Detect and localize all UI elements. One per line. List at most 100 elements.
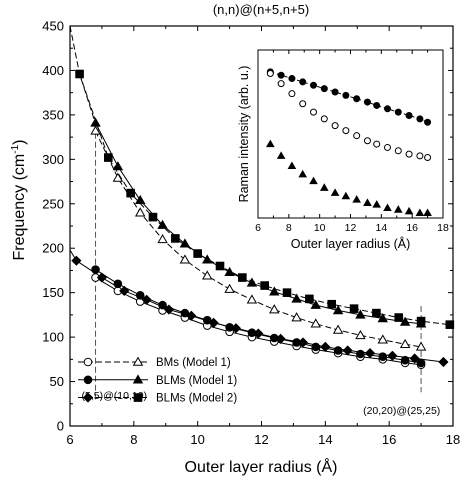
data-point	[246, 277, 258, 287]
inset-x-tick-label: 8	[286, 222, 292, 234]
data-point	[179, 254, 191, 264]
inset-data-point	[363, 198, 372, 206]
y-tick-label: 100	[42, 330, 64, 345]
data-point	[180, 308, 190, 318]
data-point	[387, 350, 398, 361]
data-point	[186, 310, 197, 321]
x-tick-label: 16	[382, 432, 396, 447]
inset-data-point	[266, 139, 275, 148]
inset-data-point	[423, 208, 432, 217]
y-tick-label: 250	[42, 196, 64, 211]
data-point	[193, 249, 202, 258]
data-point	[238, 273, 247, 282]
data-point	[112, 172, 124, 182]
data-point	[372, 308, 381, 318]
series-diamond-filled	[71, 255, 449, 368]
annotation-20-20: (20,20)@(25,25)	[363, 405, 440, 417]
data-point	[157, 233, 168, 244]
inset-data-point	[352, 195, 361, 203]
inset-x-tick-label: 6	[255, 222, 261, 234]
data-point	[215, 261, 225, 271]
legend: BMs (Model 1) BLMs (Model 1) BLMs (Model 2…	[78, 356, 237, 405]
data-point	[275, 333, 286, 344]
y-tick-label: 350	[42, 107, 64, 122]
data-point	[399, 338, 411, 348]
data-point	[269, 304, 280, 314]
legend-marker	[132, 356, 144, 366]
data-point	[90, 117, 101, 127]
inset-y-axis-title: Raman intensity (arb. u.)	[237, 66, 251, 203]
data-point	[291, 312, 302, 322]
inset-data-point	[319, 183, 329, 191]
inset-data-point	[341, 191, 351, 200]
data-point	[112, 161, 124, 171]
legend-marker	[133, 393, 143, 402]
inset-data-point	[320, 115, 328, 123]
data-point	[90, 125, 101, 135]
inset-frame	[257, 49, 444, 219]
inset-data-point	[288, 90, 296, 98]
y-tick-label: 0	[57, 419, 64, 434]
inset-data-point	[394, 147, 402, 155]
inset-data-point	[310, 81, 317, 89]
inset-data-point	[405, 112, 413, 120]
data-point	[230, 323, 242, 334]
inset-x-axis-title: Outer layer radius (Å)	[291, 236, 410, 251]
annotation-5-5: (5,5)@(10,10)	[82, 390, 148, 402]
data-point	[364, 348, 376, 359]
data-point	[355, 329, 366, 340]
data-point	[119, 285, 130, 296]
inset-data-point	[353, 95, 361, 103]
inset-data-point	[342, 127, 350, 135]
data-point	[260, 281, 269, 290]
data-point	[126, 188, 135, 198]
data-point	[253, 328, 264, 339]
data-point	[202, 270, 213, 280]
data-point	[342, 345, 353, 356]
data-point	[135, 291, 145, 300]
x-tick-label: 18	[446, 432, 460, 447]
chart-title: (n,n)@(n+5,n+5)	[213, 2, 309, 17]
data-point	[163, 304, 175, 315]
series-square-filled	[75, 69, 455, 329]
series-circle-open	[91, 273, 426, 369]
x-tick-label: 8	[130, 432, 137, 447]
data-point	[224, 266, 235, 276]
inset-data-point	[372, 200, 382, 208]
legend-entry: BMs (Model 1)	[78, 356, 231, 369]
x-tick-label: 12	[254, 432, 268, 447]
inset-data-point	[299, 100, 307, 108]
legend-label: BLMs (Model 1)	[156, 375, 237, 387]
inset-data-point	[330, 188, 340, 196]
data-point	[269, 286, 280, 296]
data-point	[282, 288, 292, 297]
inset-data-point	[373, 101, 381, 109]
inset-data-point	[405, 150, 413, 158]
data-point	[134, 207, 146, 217]
x-axis-title: Outer layer radius (Å)	[185, 457, 338, 476]
inset-x-tick-label: 16	[406, 222, 418, 234]
y-axis-title: Frequency (cm-1)	[10, 140, 28, 261]
data-point	[377, 334, 389, 344]
inset-data-point	[383, 203, 392, 212]
data-point	[141, 294, 152, 305]
data-point	[148, 212, 158, 222]
data-point	[208, 317, 219, 328]
data-point	[75, 69, 84, 79]
y-axis-title-sup: -1	[10, 144, 21, 153]
data-point	[71, 255, 82, 266]
x-tick-label: 6	[66, 432, 73, 447]
inset-series-triangle-filled	[266, 139, 432, 217]
data-point	[327, 299, 337, 309]
data-point	[96, 272, 107, 283]
data-point	[332, 324, 344, 334]
y-tick-label: 150	[42, 285, 64, 300]
data-point	[134, 194, 146, 204]
data-point	[333, 346, 343, 355]
y-tick-label: 400	[42, 63, 64, 78]
data-point	[291, 293, 302, 303]
inset-data-point	[287, 161, 297, 170]
inset-data-point	[404, 206, 414, 215]
inset-data-point	[276, 151, 286, 159]
data-point	[158, 300, 167, 310]
